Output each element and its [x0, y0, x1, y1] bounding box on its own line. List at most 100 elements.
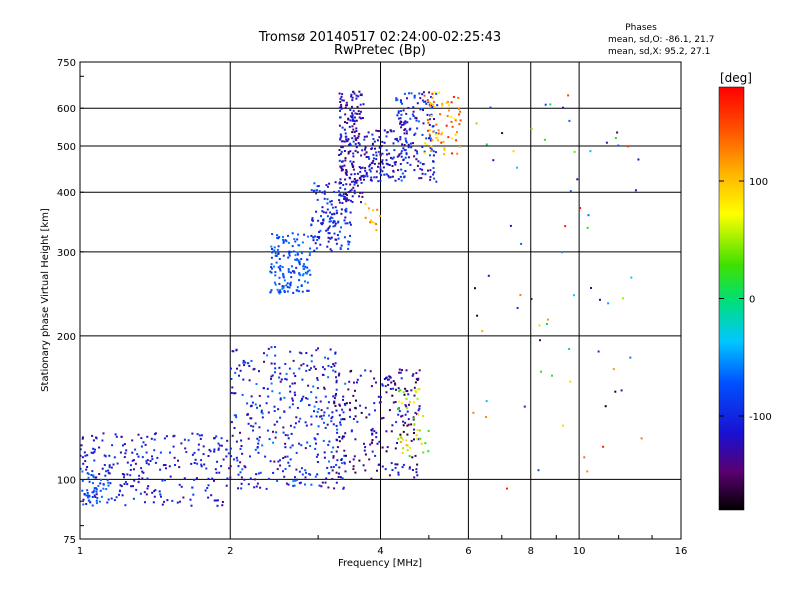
data-point: [413, 476, 416, 479]
data-point: [323, 421, 325, 424]
data-point: [339, 178, 342, 181]
data-point: [328, 220, 331, 223]
data-point: [383, 378, 386, 380]
data-point: [240, 445, 243, 447]
data-point: [92, 447, 95, 450]
data-point: [309, 445, 312, 447]
data-point: [414, 116, 417, 119]
data-point: [391, 469, 394, 471]
data-point: [400, 150, 403, 153]
data-point: [456, 131, 458, 134]
data-point: [472, 411, 475, 414]
data-point: [291, 245, 294, 248]
data-point: [283, 475, 286, 478]
data-point: [429, 134, 431, 137]
data-point: [275, 254, 278, 257]
data-point: [351, 195, 354, 198]
data-point: [166, 499, 169, 502]
data-point: [380, 145, 383, 147]
data-point: [310, 415, 313, 418]
data-point: [407, 393, 410, 396]
data-point: [253, 486, 256, 489]
data-point: [338, 182, 341, 185]
data-point: [429, 104, 431, 107]
data-point: [427, 169, 429, 172]
data-point: [206, 487, 209, 489]
data-point: [301, 274, 304, 277]
data-point: [255, 485, 258, 488]
data-point: [379, 179, 382, 182]
data-point: [333, 364, 336, 367]
data-point: [162, 464, 165, 467]
data-point: [386, 131, 389, 134]
data-point: [343, 449, 346, 452]
data-point: [614, 390, 617, 393]
data-point: [282, 241, 285, 244]
data-point: [417, 438, 420, 441]
data-point: [287, 256, 290, 259]
data-point: [360, 154, 363, 157]
data-point: [266, 429, 269, 432]
data-point: [401, 451, 404, 454]
x-tick-label: 10: [573, 546, 586, 557]
data-point: [270, 271, 273, 274]
data-point: [399, 175, 402, 178]
data-point: [443, 147, 446, 150]
data-point: [304, 447, 307, 450]
data-point: [402, 463, 405, 466]
data-point: [617, 144, 620, 147]
data-point: [171, 499, 174, 502]
data-point: [194, 458, 197, 461]
data-point: [81, 489, 84, 492]
data-point: [279, 397, 282, 400]
data-point: [213, 448, 216, 451]
data-point: [364, 216, 367, 219]
data-point: [351, 162, 353, 165]
data-point: [279, 264, 282, 267]
data-point: [298, 351, 301, 354]
data-point: [351, 96, 354, 99]
data-point: [90, 451, 93, 454]
data-point: [324, 395, 327, 398]
data-point: [287, 437, 290, 440]
data-point: [296, 251, 299, 254]
data-point: [94, 487, 97, 490]
data-point: [257, 442, 260, 445]
data-point: [375, 229, 378, 232]
data-point: [400, 168, 403, 171]
data-point: [381, 159, 384, 162]
colorbar-tick-label: 100: [749, 177, 768, 188]
data-point: [419, 167, 422, 170]
data-point: [356, 112, 359, 115]
data-point: [378, 130, 381, 133]
data-point: [422, 122, 425, 125]
data-point: [107, 481, 110, 484]
data-point: [341, 140, 344, 143]
data-point: [397, 154, 400, 157]
data-point: [328, 472, 331, 475]
data-point: [399, 120, 402, 123]
data-point: [369, 221, 371, 224]
data-point: [226, 439, 229, 442]
data-point: [418, 388, 421, 391]
data-point: [284, 377, 287, 380]
data-point: [273, 460, 276, 463]
data-point: [282, 457, 285, 459]
data-point: [273, 265, 275, 268]
data-point: [358, 90, 361, 93]
plot-frame: [79, 61, 682, 540]
data-point: [288, 286, 291, 289]
data-point: [83, 493, 86, 495]
data-point: [169, 475, 172, 478]
data-point: [350, 429, 353, 432]
data-point: [119, 484, 122, 487]
data-point: [371, 144, 374, 147]
data-point: [333, 220, 336, 223]
data-point: [341, 194, 344, 197]
data-point: [382, 166, 385, 169]
data-point: [414, 411, 417, 414]
data-point: [289, 284, 292, 287]
data-point: [319, 400, 322, 403]
data-point: [332, 423, 335, 426]
